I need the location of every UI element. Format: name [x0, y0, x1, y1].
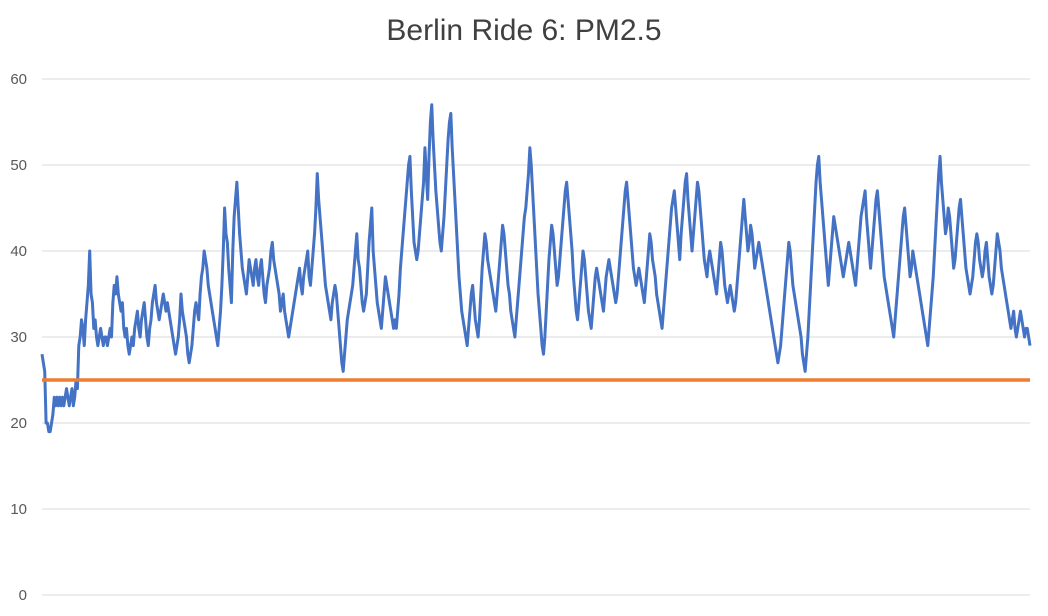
y-axis-ticks: 0 10 20 30 40 50 60 — [10, 71, 27, 604]
y-tick-label: 10 — [10, 501, 27, 518]
y-tick-label: 60 — [10, 71, 27, 88]
y-tick-label: 20 — [10, 415, 27, 432]
y-tick-label: 0 — [19, 587, 27, 604]
gridlines — [42, 78, 1030, 596]
chart-title: Berlin Ride 6: PM2.5 — [386, 14, 662, 47]
series-line-pm25 — [40, 103, 1032, 434]
y-tick-label: 40 — [10, 243, 27, 260]
y-tick-label: 50 — [10, 157, 27, 174]
series-layer — [40, 103, 1032, 434]
y-tick-label: 30 — [10, 329, 27, 346]
